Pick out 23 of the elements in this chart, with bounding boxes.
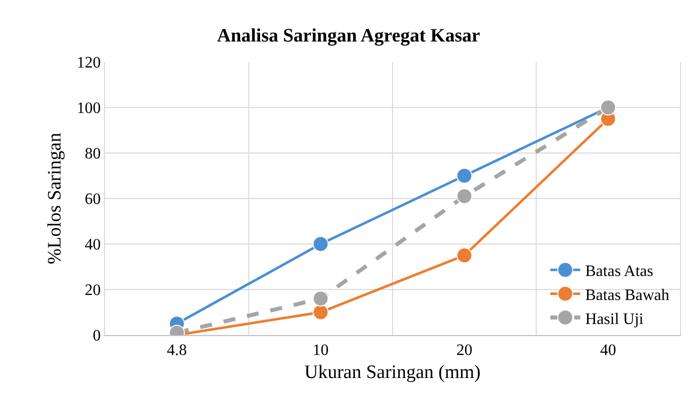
chart-title: Analisa Saringan Agregat Kasar: [216, 26, 481, 47]
y-axis-title: %Lolos Saringan: [44, 132, 66, 264]
legend-label: Hasil Uji: [585, 310, 644, 328]
x-tick-label: 40: [600, 342, 616, 360]
point: [456, 188, 472, 204]
point: [312, 290, 329, 307]
point: [456, 247, 472, 264]
x-tick-label: 20: [456, 342, 472, 360]
y-tick-label: 100: [76, 100, 101, 118]
point: [312, 304, 329, 320]
x-tick-label: 4.8: [166, 342, 187, 360]
point: [456, 168, 472, 184]
y-tick-label: 40: [84, 236, 101, 254]
legend-label: Batas Bawah: [585, 286, 670, 304]
x-tick-label: 10: [312, 342, 329, 360]
y-tick-label: 60: [84, 191, 101, 208]
y-tick-label: 80: [84, 146, 101, 163]
x-axis-title: Ukuran Saringan (mm): [304, 362, 481, 383]
legend-label: Batas Atas: [585, 263, 654, 280]
y-tick-label: 0: [92, 328, 101, 345]
y-tick-label: 120: [76, 54, 101, 72]
point: [312, 236, 329, 252]
y-tick-label: 20: [84, 282, 101, 300]
